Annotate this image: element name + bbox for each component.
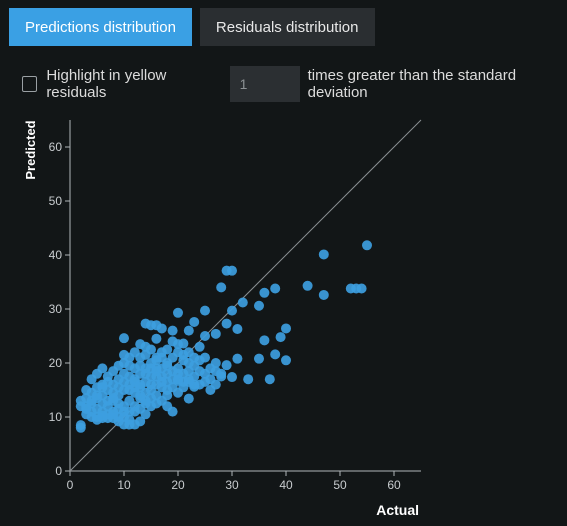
data-point: [156, 352, 167, 363]
x-tick-label: 0: [67, 478, 74, 492]
data-point: [156, 323, 167, 334]
data-point: [189, 316, 200, 327]
data-point: [270, 283, 281, 294]
data-point: [227, 265, 237, 276]
data-point: [194, 341, 205, 352]
data-point: [97, 382, 108, 393]
data-point: [173, 368, 183, 379]
highlight-checkbox[interactable]: [22, 76, 38, 92]
data-point: [135, 416, 146, 427]
y-axis-label: Predicted: [23, 120, 38, 179]
data-point: [162, 390, 173, 401]
data-point: [189, 379, 200, 390]
data-point: [318, 249, 329, 260]
data-point: [232, 353, 243, 364]
data-point: [119, 333, 129, 344]
x-axis-label: Actual: [376, 502, 419, 518]
x-tick-label: 40: [279, 478, 293, 492]
data-point: [86, 412, 97, 422]
data-point: [162, 360, 173, 371]
data-point: [183, 325, 194, 336]
data-point: [227, 372, 237, 383]
data-point: [194, 366, 205, 377]
data-point: [264, 374, 275, 385]
data-point: [275, 332, 286, 343]
std-multiplier-input[interactable]: [229, 66, 300, 102]
y-tick-label: 40: [49, 248, 63, 262]
data-point: [200, 331, 210, 341]
data-point: [124, 414, 135, 425]
data-point: [75, 420, 86, 431]
data-point: [108, 387, 119, 398]
x-tick-label: 50: [333, 478, 347, 492]
data-point: [243, 374, 254, 385]
data-point: [259, 335, 270, 346]
data-point: [81, 393, 92, 404]
data-point: [281, 355, 291, 366]
x-tick-label: 20: [171, 478, 185, 492]
data-point: [135, 339, 146, 350]
data-point: [302, 280, 313, 291]
data-point: [362, 240, 372, 251]
data-point: [75, 401, 86, 412]
data-point: [167, 406, 178, 417]
data-point: [140, 395, 151, 406]
data-point: [232, 323, 243, 334]
data-point: [356, 283, 367, 294]
data-point: [200, 352, 210, 363]
data-point: [129, 382, 140, 393]
std-suffix-label: times greater than the standard deviatio…: [307, 67, 517, 101]
data-point: [146, 379, 156, 390]
data-point: [173, 307, 183, 318]
tab-predictions-distribution[interactable]: Predictions distribution: [9, 8, 192, 46]
data-point: [227, 305, 237, 316]
data-point: [318, 289, 329, 300]
data-point: [156, 376, 167, 387]
data-point: [210, 379, 221, 390]
y-tick-label: 10: [49, 410, 63, 424]
highlight-label: Highlight in yellow residuals: [46, 67, 167, 101]
y-tick-label: 0: [55, 464, 62, 478]
data-point: [178, 376, 189, 387]
predicted-vs-actual-scatter-chart: 0 10 20 30 40 50 60 0 10 20 30 40 50 60 Actual Predic…: [23, 119, 422, 518]
data-point: [237, 297, 248, 308]
data-point: [200, 305, 210, 316]
data-point: [135, 360, 146, 371]
data-point: [167, 325, 178, 336]
distribution-tabs: Predictions distribution Residuals distr…: [9, 8, 375, 46]
data-point: [119, 349, 129, 360]
y-tick-label: 60: [49, 140, 63, 154]
data-point: [254, 353, 264, 364]
data-point: [183, 393, 194, 404]
highlight-controls: Highlight in yellow residuals times grea…: [22, 66, 567, 102]
y-tick-label: 50: [49, 194, 63, 208]
data-point: [221, 318, 232, 329]
data-point: [270, 349, 281, 360]
data-point: [254, 300, 264, 311]
data-point: [216, 282, 227, 293]
x-tick-label: 30: [225, 478, 239, 492]
data-point: [97, 363, 108, 374]
data-point: [146, 363, 156, 374]
y-tick-label: 30: [49, 302, 63, 316]
data-point: [102, 395, 113, 406]
data-point: [221, 360, 232, 371]
y-tick-label: 20: [49, 356, 63, 370]
data-point: [146, 320, 156, 331]
data-point: [216, 371, 227, 382]
data-point: [129, 406, 140, 417]
data-point: [281, 323, 291, 334]
data-point: [162, 344, 173, 355]
x-tick-label: 10: [117, 478, 131, 492]
data-point: [183, 358, 194, 368]
data-point: [210, 328, 221, 339]
data-point: [173, 339, 183, 350]
data-point: [151, 333, 162, 344]
tab-residuals-distribution[interactable]: Residuals distribution: [199, 8, 375, 46]
x-tick-label: 60: [387, 478, 401, 492]
data-point: [259, 287, 270, 298]
